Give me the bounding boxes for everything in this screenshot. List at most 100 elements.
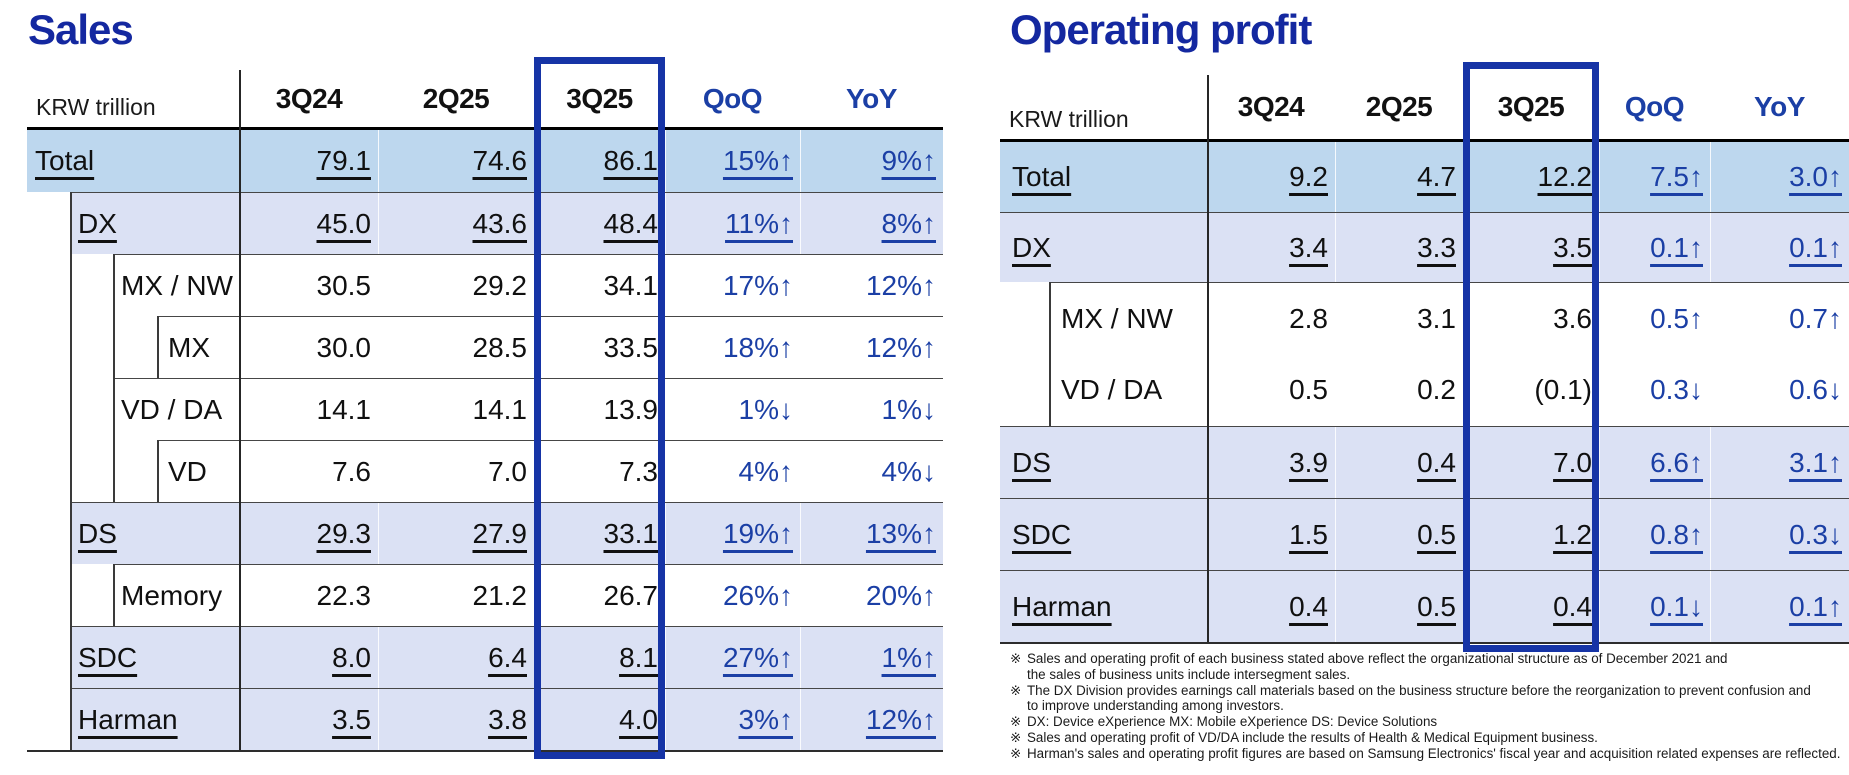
sub-row-vdda: VD / DA 0.5 0.2 (0.1) 0.3↓ 0.6↓ xyxy=(1049,355,1849,427)
row-label: Memory xyxy=(121,579,223,611)
operating-profit-table: KRW trillion 3Q24 2Q25 3Q25 QoQ YoY Tota… xyxy=(1000,62,1849,652)
cell-3q24: 9.2 xyxy=(1289,161,1328,192)
column-header-3q25: 3Q25 xyxy=(1497,91,1565,122)
table-row-ds: DS 3.9 0.4 7.0 6.6↑ 3.1↑ xyxy=(1000,426,1849,498)
cell-3q24: 30.5 xyxy=(316,269,372,301)
column-header-2q25: 2Q25 xyxy=(422,82,490,114)
cell-3q25: 3.6 xyxy=(1553,302,1592,334)
footnote-text: Sales and operating profit of each busin… xyxy=(1027,651,1728,666)
cell-yoy: 0.1↑ xyxy=(1789,231,1842,263)
cell-3q25: (0.1) xyxy=(1534,374,1592,406)
cell-yoy: 4%↓ xyxy=(881,455,936,487)
cell-3q25: 48.4 xyxy=(603,207,659,239)
cell-yoy: 0.7↑ xyxy=(1789,302,1842,334)
cell-yoy: 3.1↑ xyxy=(1789,446,1842,478)
row-label: MX / NW xyxy=(121,269,233,301)
cell-qoq: 0.5↑ xyxy=(1650,302,1703,334)
row-label: DS xyxy=(78,517,117,549)
table-row-sdc: SDC 8.0 6.4 8.1 27%↑ 1%↑ xyxy=(27,626,943,688)
footnote-text: Sales and operating profit of VD/DA incl… xyxy=(1027,729,1598,745)
cell-qoq: 0.8↑ xyxy=(1650,518,1703,550)
cell-qoq: 4%↑ xyxy=(738,455,793,487)
table-row-mxnw: MX / NW 30.5 29.2 34.1 17%↑ 12%↑ xyxy=(27,254,943,316)
cell-3q24: 3.5 xyxy=(332,703,371,735)
cell-3q25: 1.2 xyxy=(1553,518,1592,550)
footnote-line: ※ to improve understanding among investo… xyxy=(1010,698,1849,714)
cell-qoq: 11%↑ xyxy=(725,207,793,239)
cell-2q25: 21.2 xyxy=(472,579,528,611)
sales-title: Sales xyxy=(28,6,134,53)
row-label: SDC xyxy=(1012,518,1072,550)
tree-line-level2 xyxy=(113,254,115,502)
sub-row-mxnw: MX / NW 2.8 3.1 3.6 0.5↑ 0.7↑ xyxy=(1049,283,1849,355)
cell-qoq: 0.1↓ xyxy=(1650,590,1703,622)
cell-3q25: 8.1 xyxy=(619,641,658,673)
cell-2q25: 74.6 xyxy=(472,145,528,176)
cell-qoq: 19%↑ xyxy=(722,517,793,549)
column-header-yoy: YoY xyxy=(846,82,897,114)
row-label: Harman xyxy=(1012,590,1112,622)
cell-qoq: 0.3↓ xyxy=(1650,374,1703,406)
footnote-line: ※ the sales of business units include in… xyxy=(1010,667,1849,683)
footnote-marker: ※ xyxy=(1010,651,1022,666)
op-table-header: KRW trillion 3Q24 2Q25 3Q25 QoQ YoY xyxy=(1000,75,1849,142)
sales-table: KRW trillion 3Q24 2Q25 3Q25 QoQ YoY Tota… xyxy=(27,57,943,759)
cell-yoy: 20%↑ xyxy=(865,579,936,611)
cell-2q25: 7.0 xyxy=(488,455,527,487)
footnote-marker: ※ xyxy=(1010,729,1022,745)
cell-3q24: 8.0 xyxy=(332,641,371,673)
cell-yoy: 12%↑ xyxy=(865,703,936,735)
table-row-memory: Memory 22.3 21.2 26.7 26%↑ 20%↑ xyxy=(27,564,943,626)
column-header-3q25: 3Q25 xyxy=(566,82,633,114)
cell-yoy: 0.1↑ xyxy=(1789,590,1842,622)
cell-3q24: 2.8 xyxy=(1289,302,1328,334)
cell-3q25: 33.1 xyxy=(603,517,659,549)
table-row-dx: DX 45.0 43.6 48.4 11%↑ 8%↑ xyxy=(27,192,943,254)
table-row-total: Total 79.1 74.6 86.1 15%↑ 9%↑ xyxy=(27,130,943,192)
cell-2q25: 29.2 xyxy=(472,269,528,301)
tree-line-level2 xyxy=(113,564,115,626)
row-label: Harman xyxy=(78,703,178,735)
footnote-line: ※ Sales and operating profit of each bus… xyxy=(1010,651,1849,667)
cell-qoq: 1%↓ xyxy=(738,393,793,425)
cell-2q25: 27.9 xyxy=(472,517,528,549)
footnote-marker: ※ xyxy=(1010,745,1022,761)
cell-2q25: 3.1 xyxy=(1417,302,1456,334)
footnote-text: The DX Division provides earnings call m… xyxy=(1027,682,1811,698)
row-label: VD xyxy=(168,455,207,487)
cell-3q24: 1.5 xyxy=(1289,518,1328,550)
cell-qoq: 3%↑ xyxy=(738,703,793,735)
cell-3q25: 33.5 xyxy=(603,331,659,363)
table-row-harman: Harman 3.5 3.8 4.0 3%↑ 12%↑ xyxy=(27,688,943,750)
footnote-line: ※ DX: Device eXperience MX: Mobile eXper… xyxy=(1010,714,1849,730)
table-row-vdda: VD / DA 14.1 14.1 13.9 1%↓ 1%↓ xyxy=(27,378,943,440)
tree-line-level2 xyxy=(1049,282,1051,426)
row-label: DX xyxy=(78,207,117,239)
cell-2q25: 0.5 xyxy=(1417,590,1456,622)
cell-yoy: 1%↓ xyxy=(881,393,936,425)
column-header-yoy: YoY xyxy=(1754,91,1805,122)
footnotes: ※ Sales and operating profit of each bus… xyxy=(1010,651,1849,762)
row-label: MX / NW xyxy=(1061,302,1173,334)
cell-yoy: 8%↑ xyxy=(881,207,936,239)
table-row-ds: DS 29.3 27.9 33.1 19%↑ 13%↑ xyxy=(27,502,943,564)
cell-qoq: 18%↑ xyxy=(722,331,793,363)
cell-2q25: 3.3 xyxy=(1417,231,1456,263)
cell-yoy: 3.0↑ xyxy=(1789,161,1842,192)
cell-qoq: 6.6↑ xyxy=(1650,446,1703,478)
label-column-divider xyxy=(1207,75,1209,642)
unit-label: KRW trillion xyxy=(36,94,156,120)
cell-3q24: 3.9 xyxy=(1289,446,1328,478)
column-header-2q25: 2Q25 xyxy=(1365,91,1433,122)
column-header-3q24: 3Q24 xyxy=(275,82,343,114)
footnote-text: the sales of business units include inte… xyxy=(1027,666,1351,682)
footnote-marker: ※ xyxy=(1010,714,1022,730)
cell-2q25: 14.1 xyxy=(472,393,528,425)
cell-yoy: 0.6↓ xyxy=(1789,374,1842,406)
footnote-marker: ※ xyxy=(1010,682,1022,698)
cell-3q25: 4.0 xyxy=(619,703,658,735)
tree-line-level3 xyxy=(157,440,159,502)
cell-3q24: 3.4 xyxy=(1289,231,1328,263)
cell-yoy: 9%↑ xyxy=(881,145,936,176)
